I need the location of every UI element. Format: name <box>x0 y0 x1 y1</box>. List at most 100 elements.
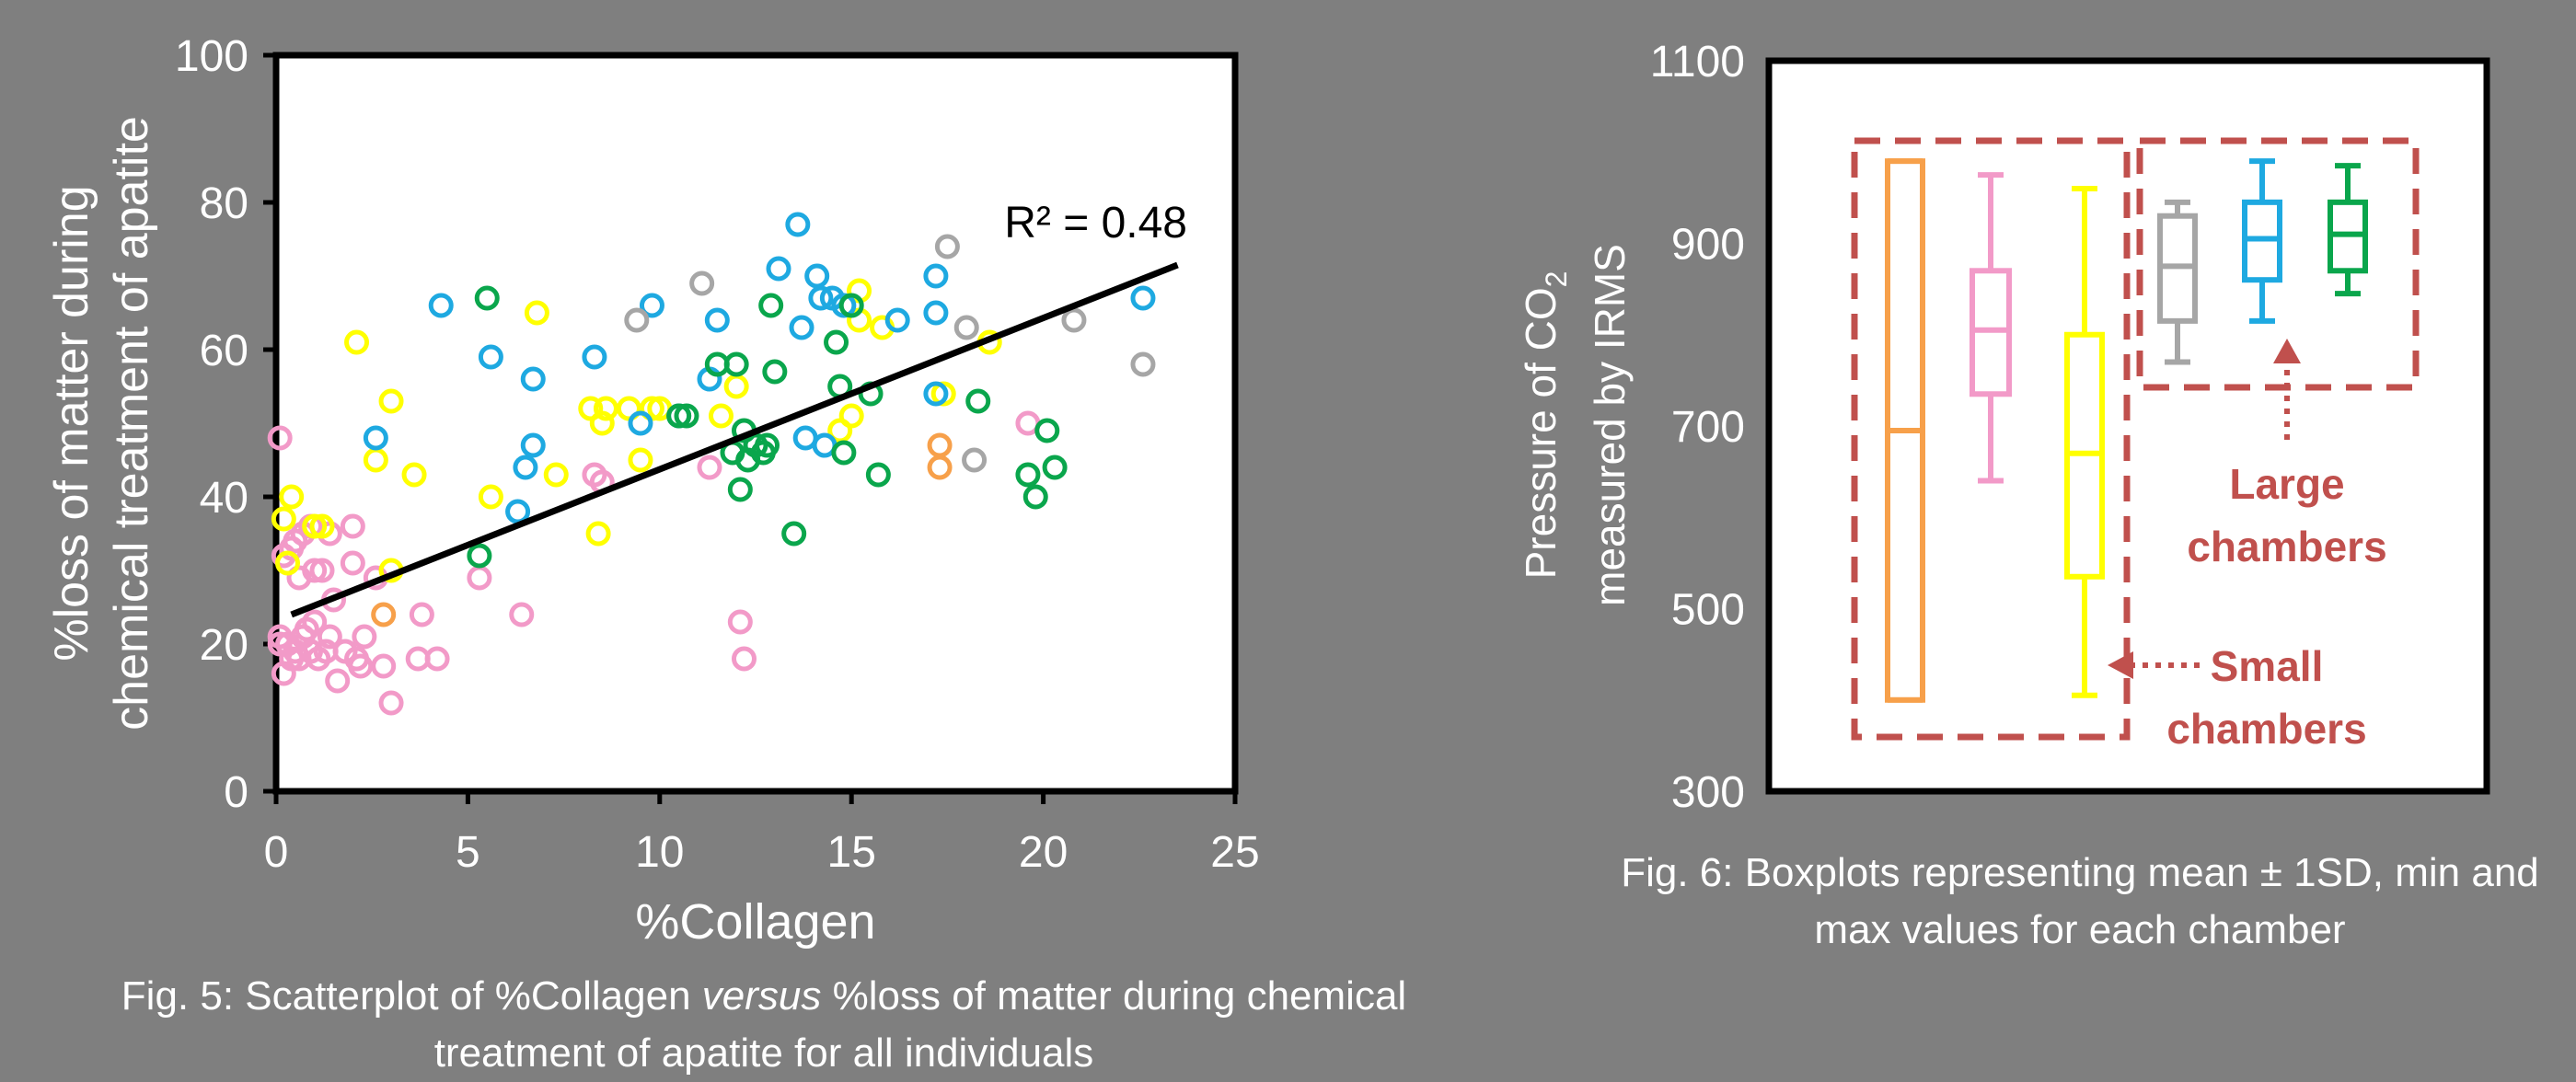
scatter-point-yellow <box>344 329 370 355</box>
scatter-point-green <box>865 462 891 488</box>
boxplot-y-axis-title-subscript: 2 <box>1540 271 1573 288</box>
scatter-point-pink <box>371 653 397 679</box>
scatter-point-blue <box>923 381 949 407</box>
scatter-point-blue <box>704 307 730 333</box>
scatter-point-gray <box>962 447 988 473</box>
boxplot-pink <box>1970 172 2012 484</box>
scatter-point-blue <box>478 344 503 370</box>
scatter-point-blue <box>628 410 653 436</box>
boxplot-green <box>2328 163 2368 297</box>
scatter-point-blue <box>923 300 949 326</box>
scatter-point-yellow <box>524 300 549 326</box>
scatter-y-axis: 0 20 40 60 80 100 <box>175 32 276 817</box>
scatter-point-blue <box>639 293 664 318</box>
scatter-point-blue <box>363 425 388 451</box>
scatter-point-yellow <box>628 447 653 473</box>
scatter-point-yellow <box>401 462 427 488</box>
scatter-point-blue <box>808 285 834 311</box>
boxplot-y-tick-label: 300 <box>1671 768 1745 817</box>
scatter-point-green <box>762 359 788 385</box>
scatter-point-orange <box>927 455 953 480</box>
scatter-point-pink <box>378 690 404 716</box>
scatter-point-pink <box>340 550 365 576</box>
scatter-point-gray <box>953 315 979 340</box>
scatter-point-blue <box>520 432 546 458</box>
scatter-point-green <box>674 403 699 429</box>
scatter-x-tick-label: 25 <box>1210 828 1259 877</box>
scatter-point-green <box>1015 462 1041 488</box>
scatter-point-pink <box>325 668 351 694</box>
r-squared-annotation: R² = 0.48 <box>1004 199 1187 247</box>
large-chambers-frame <box>2136 137 2420 391</box>
fig5-caption: Fig. 5: Scatterplot of %Collagen versus … <box>37 968 1491 1082</box>
scatter-point-blue <box>505 499 531 524</box>
scatter-point-blue <box>785 212 811 237</box>
scatter-point-gray <box>689 270 715 296</box>
scatter-y-tick-label: 20 <box>200 621 248 670</box>
scatter-point-green <box>755 432 780 458</box>
boxplots <box>1885 158 2368 703</box>
scatter-point-pink <box>302 558 328 583</box>
scatter-point-pink <box>267 425 293 451</box>
scatter-point-blue <box>884 307 910 333</box>
scatter-point-green <box>467 543 492 569</box>
scatter-point-pink <box>731 646 757 672</box>
scatter-point-green <box>758 293 784 318</box>
boxplot-blue <box>2242 158 2282 324</box>
small-chambers-arrow-head <box>2108 651 2133 679</box>
scatter-point-blue <box>789 315 814 340</box>
fig5-caption-part1: Fig. 5: Scatterplot of %Collagen <box>121 973 702 1019</box>
large-chambers-arrow-head <box>2273 339 2301 363</box>
scatter-point-blue <box>923 263 949 289</box>
scatter-y-axis-title-line1: %loss of matter during <box>45 185 98 661</box>
scatter-point-blue <box>804 263 830 289</box>
scatter-point-green <box>1042 455 1068 480</box>
scatter-point-green <box>666 403 692 429</box>
scatter-x-tick-label: 20 <box>1019 828 1068 877</box>
fig5-caption-part3: %loss of matter during chemical treatmen… <box>433 973 1407 1076</box>
fig6-caption: Fig. 6: Boxplots representing mean ± 1SD… <box>1621 850 2539 952</box>
small-chambers-frame <box>1851 137 2131 741</box>
trendline <box>290 261 1179 618</box>
scatter-point-pink <box>309 558 335 583</box>
scatter-point-yellow <box>279 484 305 510</box>
scatter-point-yellow <box>309 513 335 539</box>
scatter-x-axis-title: %Collagen <box>635 894 875 950</box>
boxplot-y-tick-label: 1100 <box>1650 38 1745 86</box>
boxplot-y-tick-label: 500 <box>1671 586 1745 635</box>
scatter-point-gray <box>624 307 650 333</box>
scatter-point-pink <box>317 624 342 650</box>
boxplot-yellow <box>2064 185 2105 698</box>
scatter-point-green <box>1034 418 1060 443</box>
scatter-point-yellow <box>930 381 956 407</box>
scatter-point-yellow <box>593 396 618 421</box>
scatter-point-pink <box>727 609 753 635</box>
scatter-point-yellow <box>589 410 615 436</box>
scatter-point-yellow <box>708 403 734 429</box>
scatter-y-tick-label: 60 <box>200 327 248 375</box>
scatter-point-yellow <box>302 513 328 539</box>
scatter-y-tick-label: 0 <box>224 768 248 817</box>
scatter-points <box>267 212 1156 716</box>
scatter-x-tick-label: 10 <box>635 828 684 877</box>
small-chambers-label-line1: Small <box>2211 642 2324 690</box>
scatter-y-tick-label: 40 <box>200 474 248 523</box>
scatter-point-yellow <box>543 462 569 488</box>
scatter-y-axis-title-line2: chemical treatment of apatite <box>105 116 158 731</box>
scatter-x-tick-label: 0 <box>264 828 289 877</box>
scatter-point-blue <box>520 366 546 392</box>
scatter-point-green <box>781 521 807 547</box>
large-chambers-label-line2: chambers <box>2187 523 2386 570</box>
large-chambers-label-line1: Large <box>2229 460 2344 508</box>
scatter-x-axis: 0 5 10 15 20 25 <box>264 791 1260 877</box>
scatter-point-yellow <box>271 506 296 532</box>
scatter-point-blue <box>831 293 857 318</box>
scatter-point-gray <box>1130 351 1156 377</box>
scatter-point-pink <box>697 455 722 480</box>
scatter-point-green <box>824 329 849 355</box>
scatter-x-tick-label: 5 <box>456 828 480 877</box>
scatter-y-tick-label: 100 <box>175 32 248 81</box>
scatter-y-tick-label: 80 <box>200 179 248 228</box>
scatter-plot-area <box>272 52 1239 795</box>
